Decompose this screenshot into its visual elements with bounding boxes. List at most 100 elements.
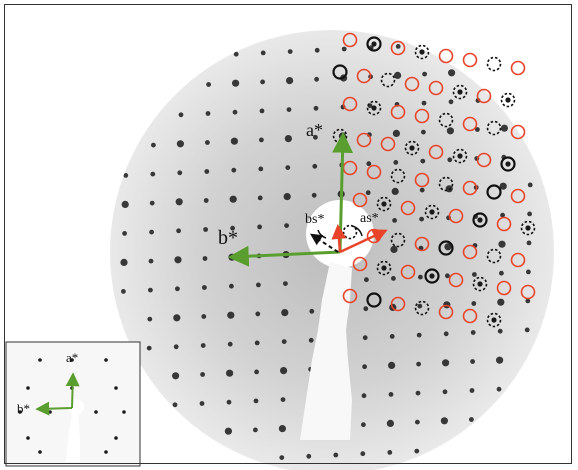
- red-annotation-circle: [496, 216, 512, 232]
- diffraction-spot: [284, 135, 292, 143]
- angle-arc-icon: [351, 225, 363, 237]
- inset-spot: [18, 410, 22, 414]
- circled-spot: [371, 41, 377, 47]
- diffraction-spot: [416, 332, 422, 338]
- inset-spot: [26, 436, 30, 440]
- label-a-star: a*: [306, 120, 323, 140]
- diffraction-spot: [527, 182, 533, 188]
- lattice-vectors: [227, 131, 388, 267]
- diffraction-spot: [204, 169, 210, 174]
- label-as-star: as*: [360, 211, 379, 226]
- diffraction-spot: [415, 390, 421, 396]
- circled-spot: [429, 273, 435, 279]
- diffraction-spot: [146, 345, 152, 351]
- diffraction-spot: [387, 450, 393, 455]
- diffraction-spot: [260, 50, 266, 56]
- diffraction-spot: [470, 330, 476, 335]
- circled-spot: [505, 97, 511, 103]
- diffraction-spot: [201, 314, 207, 319]
- red-annotation-circle: [476, 152, 492, 168]
- red-annotation-circle: [390, 40, 406, 56]
- red-annotation-circle: [352, 256, 368, 272]
- diffraction-spot: [421, 129, 426, 135]
- inset-spot: [114, 386, 118, 390]
- dashed-annotation-circle: [486, 56, 502, 72]
- diffraction-spot: [391, 187, 399, 195]
- diffraction-spot: [361, 393, 367, 399]
- diffraction-spot: [447, 157, 453, 163]
- diffraction-spot: [287, 49, 293, 54]
- circled-spot: [381, 265, 387, 271]
- diffraction-spot: [442, 359, 450, 367]
- red-annotation-circle: [448, 208, 464, 224]
- diffraction-spot: [448, 99, 454, 105]
- diffraction-spot: [176, 228, 182, 234]
- diffraction-spot: [260, 79, 265, 85]
- diffraction-spot: [445, 273, 450, 279]
- red-annotation-circle: [356, 132, 372, 148]
- diffraction-spot: [259, 137, 264, 143]
- diffraction-spot: [174, 256, 182, 264]
- diffraction-spot: [422, 71, 427, 77]
- dashed-annotation-circle: [376, 196, 392, 212]
- diffraction-spot: [257, 195, 263, 201]
- diffraction-spot: [121, 289, 126, 294]
- diffraction-spot: [525, 298, 531, 304]
- diffraction-spot: [176, 140, 184, 148]
- diffraction-spot: [442, 389, 448, 395]
- red-annotation-circle: [462, 52, 478, 68]
- red-annotation-circle: [462, 180, 478, 196]
- circled-spot: [409, 145, 415, 151]
- diffraction-spot: [309, 308, 315, 314]
- inset-spot: [104, 450, 108, 454]
- diffraction-spot: [227, 341, 233, 347]
- diffraction-spot: [392, 129, 400, 137]
- circled-spot: [505, 161, 511, 167]
- diffraction-spot: [389, 334, 395, 339]
- red-annotation-circle: [400, 200, 416, 216]
- inset-spot: [104, 358, 108, 362]
- black-annotation-circle: [366, 36, 382, 52]
- red-annotation-circle: [404, 76, 420, 92]
- angle-arc-icon-2: [317, 229, 327, 239]
- diffraction-spot: [230, 137, 238, 145]
- diffraction-spot: [256, 282, 261, 288]
- diffraction-spot: [255, 311, 261, 317]
- circled-spot: [381, 201, 387, 207]
- dashed-annotation-circle: [438, 112, 454, 128]
- diffraction-spot: [224, 427, 232, 435]
- diffraction-spot: [148, 287, 153, 293]
- diffraction-spot: [314, 76, 319, 82]
- black-annotation-circle: [366, 292, 382, 308]
- diffraction-spot: [448, 69, 456, 77]
- diffraction-spot: [362, 364, 367, 370]
- red-annotation-circle: [462, 116, 478, 132]
- diffraction-spot: [253, 398, 259, 404]
- diffraction-spot: [391, 276, 396, 281]
- diffraction-spot: [420, 158, 426, 164]
- red-annotation-circle: [476, 88, 492, 104]
- diffraction-spot: [418, 274, 423, 280]
- red-annotation-circle: [448, 272, 464, 288]
- red-annotation-circle: [428, 144, 444, 160]
- black-annotation-circle: [438, 240, 454, 256]
- diffraction-spot: [444, 243, 452, 251]
- diffraction-spot: [202, 285, 207, 290]
- red-annotation-circle: [342, 96, 358, 112]
- diffraction-spot: [314, 47, 320, 53]
- red-annotation-circle: [428, 80, 444, 96]
- red-short-arrow: [331, 224, 347, 253]
- diffraction-spot: [283, 281, 288, 286]
- red-annotation-circle: [400, 264, 416, 280]
- diffraction-spot: [280, 367, 288, 375]
- diffraction-spot: [414, 448, 420, 454]
- diffraction-spot: [230, 225, 236, 231]
- red-annotation-circle: [510, 188, 526, 204]
- diffraction-spot: [233, 51, 239, 57]
- dashed-annotation-circle: [520, 220, 536, 236]
- black-annotation-circle: [424, 268, 440, 284]
- diffraction-spot: [469, 417, 474, 422]
- beam-stop-arm: [300, 262, 352, 440]
- dashed-annotation-circle: [390, 168, 406, 184]
- b-star-arrow: [227, 245, 341, 267]
